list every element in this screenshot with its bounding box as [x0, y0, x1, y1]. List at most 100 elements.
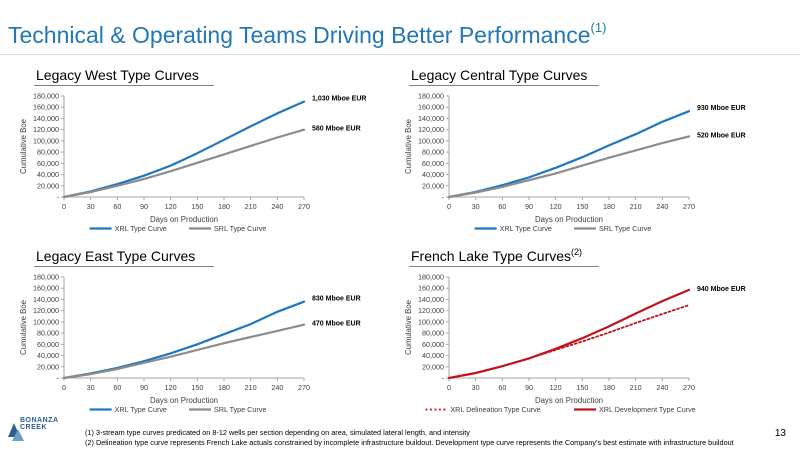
y-tick-label: 120,000	[418, 306, 444, 315]
y-tick-label: -	[442, 193, 445, 202]
line-chart-central: - 20,000 40,000 60,000 80,000 100,000 120,000 1…	[404, 92, 746, 234]
y-tick-label: 140,000	[418, 295, 444, 304]
x-tick-label: 0	[447, 383, 451, 392]
x-tick-label: 270	[298, 383, 310, 392]
legend-label-1: SRL Type Curve	[214, 405, 266, 414]
series-line-0	[447, 110, 691, 199]
x-tick-label: 60	[113, 383, 121, 392]
y-tick-label: 100,000	[418, 317, 444, 326]
x-tick-label: 150	[191, 202, 203, 211]
y-tick-label: -	[442, 374, 445, 383]
chart-title-west: Legacy West Type Curves	[36, 67, 199, 83]
y-tick-label: 160,000	[33, 284, 59, 293]
y-tick-label: 100,000	[33, 317, 59, 326]
legend-label-0: XRL Delineation Type Curve	[450, 405, 540, 414]
y-tick-label: 100,000	[418, 136, 444, 145]
y-tick-label: 100,000	[33, 136, 59, 145]
company-logo-icon	[8, 423, 24, 441]
x-tick-label: 60	[113, 202, 121, 211]
series-line-1	[62, 128, 306, 199]
chart-title-underline	[34, 266, 214, 267]
x-tick-label: 30	[87, 383, 95, 392]
y-tick-label: 180,000	[418, 273, 444, 282]
line-chart-east: - 20,000 40,000 60,000 80,000 100,000 120,000 1…	[19, 273, 361, 415]
y-tick-label: 160,000	[418, 103, 444, 112]
y-tick-label: 40,000	[422, 351, 444, 360]
y-tick-label: 60,000	[37, 159, 59, 168]
x-tick-label: 150	[576, 383, 588, 392]
line-chart-french: - 20,000 40,000 60,000 80,000 100,000 120,000 1…	[404, 273, 746, 415]
legend-label-0: XRL Type Curve	[115, 224, 167, 233]
y-tick-label: 180,000	[33, 92, 59, 101]
eur-label: 940 Mboe EUR	[697, 286, 746, 293]
y-axis-title: Cumulative Boe	[19, 119, 28, 174]
x-tick-label: 150	[191, 383, 203, 392]
x-tick-label: 210	[630, 202, 642, 211]
chart-title-underline	[409, 266, 599, 267]
y-tick-label: -	[57, 193, 60, 202]
eur-label: 520 Mboe EUR	[697, 132, 746, 139]
y-tick-label: 80,000	[422, 148, 444, 157]
y-axis-title: Cumulative Boe	[404, 119, 413, 174]
chart-panel-east: Legacy East Type Curves - 20,000 40,000 60,…	[12, 247, 392, 422]
x-tick-label: 30	[87, 202, 95, 211]
y-axis-title: Cumulative Boe	[404, 300, 413, 355]
title-footnote-ref: (1)	[590, 20, 607, 35]
page-number: 13	[774, 428, 786, 439]
chart-title-underline	[34, 85, 214, 86]
x-tick-label: 240	[656, 202, 668, 211]
eur-label: 830 Mboe EUR	[312, 296, 361, 303]
chart-panel-french: French Lake Type Curves(2) - 20,000 40,000…	[397, 247, 777, 422]
chart-title-central: Legacy Central Type Curves	[411, 67, 588, 83]
x-tick-label: 270	[298, 202, 310, 211]
y-tick-label: 20,000	[37, 181, 59, 190]
series-line-1	[447, 288, 691, 380]
chart-title-underline	[409, 85, 599, 86]
x-axis-title: Days on Production	[150, 396, 218, 405]
chart-panel-west: Legacy West Type Curves - 20,000 40,000 60,…	[12, 66, 392, 241]
x-tick-label: 90	[140, 383, 148, 392]
x-axis-title: Days on Production	[150, 215, 218, 224]
x-tick-label: 270	[683, 383, 695, 392]
x-tick-label: 210	[245, 202, 257, 211]
y-tick-label: 40,000	[37, 170, 59, 179]
y-axis-title: Cumulative Boe	[19, 300, 28, 355]
x-tick-label: 210	[245, 383, 257, 392]
chart-title-french: French Lake Type Curves(2)	[411, 247, 583, 264]
chart-title-east: Legacy East Type Curves	[36, 248, 196, 264]
company-logo-text: BONANZA CREEK	[20, 417, 59, 431]
y-tick-label: 20,000	[422, 181, 444, 190]
x-axis-title: Days on Production	[535, 215, 603, 224]
y-tick-label: 40,000	[422, 170, 444, 179]
x-tick-label: 60	[498, 202, 506, 211]
x-tick-label: 90	[140, 202, 148, 211]
title-divider	[0, 54, 800, 55]
y-tick-label: 140,000	[33, 295, 59, 304]
x-tick-label: 0	[62, 383, 66, 392]
slide-title: Technical & Operating Teams Driving Bett…	[8, 20, 607, 48]
x-tick-label: 30	[472, 202, 480, 211]
x-axis-title: Days on Production	[535, 396, 603, 405]
series-line-0	[62, 100, 306, 199]
legend-label-1: SRL Type Curve	[214, 224, 266, 233]
x-tick-label: 90	[525, 202, 533, 211]
y-tick-label: 60,000	[422, 340, 444, 349]
y-tick-label: -	[57, 374, 60, 383]
x-tick-label: 90	[525, 383, 533, 392]
y-tick-label: 140,000	[33, 114, 59, 123]
eur-label: 930 Mboe EUR	[697, 105, 746, 112]
y-tick-label: 160,000	[418, 284, 444, 293]
y-tick-label: 140,000	[418, 114, 444, 123]
y-tick-label: 60,000	[37, 340, 59, 349]
y-tick-label: 80,000	[37, 148, 59, 157]
series-line-0	[448, 304, 690, 379]
x-tick-label: 30	[472, 383, 480, 392]
eur-label: 1,030 Mboe EUR	[312, 96, 366, 103]
eur-label: 470 Mboe EUR	[312, 321, 361, 328]
y-tick-label: 160,000	[33, 103, 59, 112]
footnote-1: (1) 3-stream type curves predicated on 8…	[85, 428, 470, 437]
x-tick-label: 240	[656, 383, 668, 392]
x-tick-label: 180	[218, 383, 230, 392]
chart-panel-central: Legacy Central Type Curves - 20,000 40,000…	[397, 66, 777, 241]
y-tick-label: 20,000	[422, 362, 444, 371]
